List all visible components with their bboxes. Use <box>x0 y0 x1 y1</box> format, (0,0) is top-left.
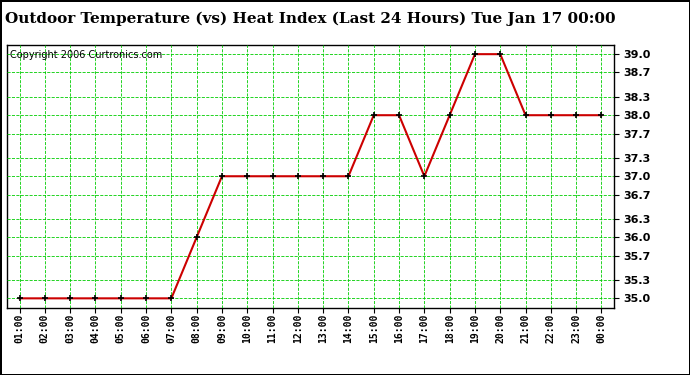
Text: Copyright 2006 Curtronics.com: Copyright 2006 Curtronics.com <box>10 50 162 60</box>
Text: Outdoor Temperature (vs) Heat Index (Last 24 Hours) Tue Jan 17 00:00: Outdoor Temperature (vs) Heat Index (Las… <box>6 11 615 26</box>
